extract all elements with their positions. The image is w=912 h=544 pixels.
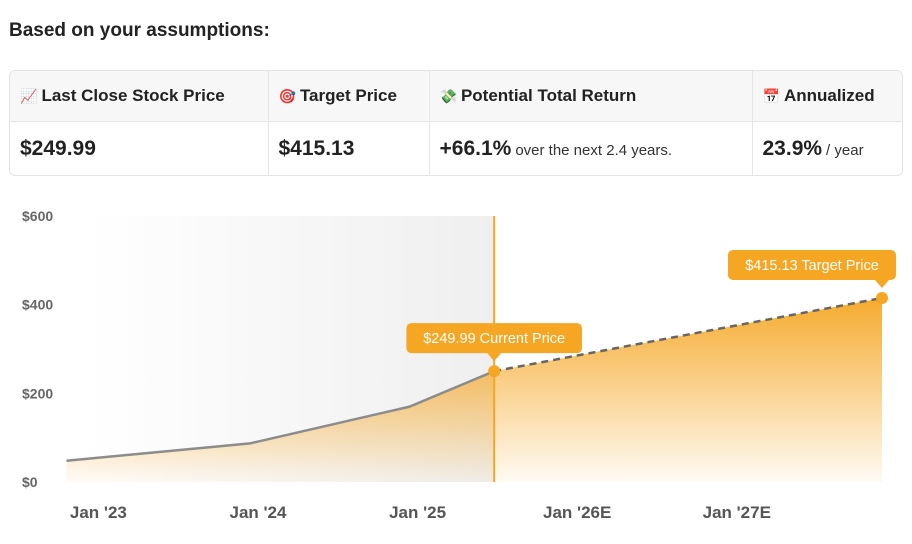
value-annualized: 23.9% / year xyxy=(752,122,902,176)
value-last-close: $249.99 xyxy=(10,121,269,175)
current-price-callout-pointer xyxy=(487,353,502,362)
value-potential-return: +66.1% over the next 2.4 years. xyxy=(429,121,753,175)
current-price-callout-label: $249.99 Current Price xyxy=(423,331,565,347)
target-price-value: $415.13 xyxy=(278,136,355,160)
potential-return-suffix: over the next 2.4 years. xyxy=(515,141,673,159)
calendar-icon: 📅 xyxy=(762,88,780,104)
y-tick-label: $400 xyxy=(22,297,53,313)
target-price-callout-point xyxy=(876,291,888,304)
target-price-callout-box xyxy=(728,249,896,280)
header-label: Target Price xyxy=(299,86,397,105)
annualized-suffix: / year xyxy=(826,141,864,159)
x-tick-label: Jan '26E xyxy=(543,503,611,522)
value-target-price: $415.13 xyxy=(268,121,430,175)
summary-table: 📈 Last Close Stock Price 🎯 Target Price 💸 P… xyxy=(9,70,903,176)
price-target-chart: $0 $200 $400 $600 Jan '23 Jan '24 Jan '25 Jan '… xyxy=(22,208,896,522)
y-tick-label: $200 xyxy=(22,385,53,401)
y-tick-label: $0 xyxy=(22,474,38,490)
header-potential-return: 💸 Potential Total Return xyxy=(429,71,753,122)
y-tick-label: $600 xyxy=(22,208,53,224)
header-target-price: 🎯 Target Price xyxy=(268,71,430,122)
potential-return-value: +66.1% xyxy=(439,136,512,160)
money-wings-icon: 💸 xyxy=(439,88,457,104)
header-label: Last Close Stock Price xyxy=(41,86,225,105)
x-tick-label: Jan '27E xyxy=(703,503,771,522)
projection-area xyxy=(494,297,882,482)
x-tick-label: Jan '24 xyxy=(229,503,287,522)
x-tick-label: Jan '25 xyxy=(389,503,446,522)
current-price-callout-point xyxy=(488,365,501,378)
x-tick-label: Jan '23 xyxy=(70,503,127,522)
historical-area xyxy=(66,371,495,482)
annualized-value: 23.9% xyxy=(762,136,823,160)
current-price-callout-box xyxy=(406,323,582,354)
header-annualized: 📅 Annualized xyxy=(752,71,902,122)
page-heading: Based on your assumptions: xyxy=(9,20,270,41)
header-last-close: 📈 Last Close Stock Price xyxy=(10,71,269,122)
chart-increasing-icon: 📈 xyxy=(20,88,38,104)
target-price-callout-label: $415.13 Target Price xyxy=(745,258,879,274)
last-close-value: $249.99 xyxy=(20,136,96,160)
target-icon: 🎯 xyxy=(278,88,296,104)
header-label: Annualized xyxy=(783,86,875,105)
historical-price-line xyxy=(66,370,495,462)
header-label: Potential Total Return xyxy=(460,86,637,105)
target-price-callout-pointer xyxy=(875,279,889,288)
projection-line xyxy=(493,296,883,373)
